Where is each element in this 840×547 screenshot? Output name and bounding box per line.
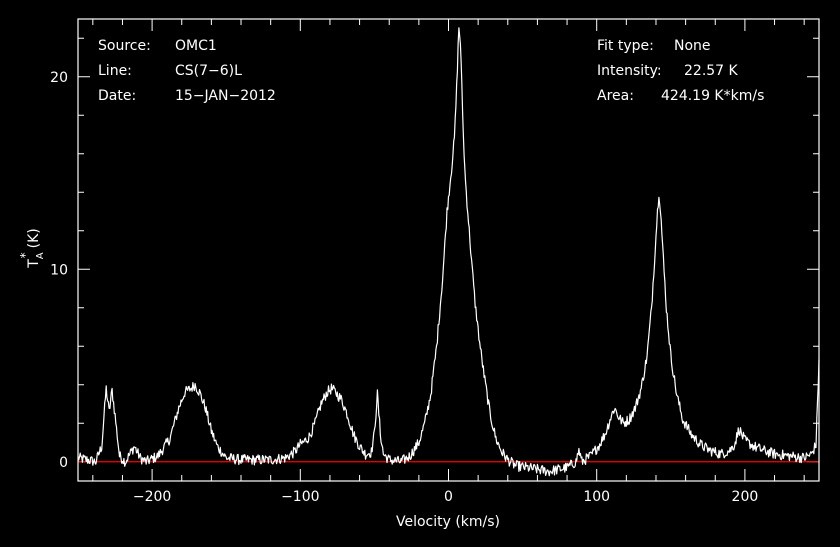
source-value: OMC1 [175,38,217,54]
source-label: Source: [98,38,151,54]
y-axis-label: TA* (K) [18,228,46,269]
x-tick-label: −100 [281,489,319,505]
x-tick-label: 0 [444,489,453,505]
intensity-label: Intensity: [597,63,662,79]
x-tick-label: −200 [133,489,171,505]
spectrum-series-line [77,27,820,477]
y-axis-label-main: T [26,259,42,269]
plot-frame [77,18,820,482]
area-label: Area: [597,88,634,104]
x-axis-label: Velocity (km/s) [396,514,500,530]
area-value: 424.19 K*km/s [661,88,764,104]
date-value: 15−JAN−2012 [175,88,276,104]
axis-tick-labels: −200 −100 0 100 200 0 10 20 [50,70,758,505]
x-tick-label: 200 [732,489,759,505]
y-axis-label-unit: (K) [26,228,42,248]
line-label: Line: [98,63,132,79]
y-tick-label: 10 [50,262,68,278]
y-tick-label: 20 [50,70,68,86]
y-axis-label-sub: A [35,252,46,259]
fit-type-value: None [674,38,711,54]
y-axis-label-sup: * [18,252,32,258]
fit-type-label: Fit type: [597,38,654,54]
y-tick-label: 0 [59,455,68,471]
line-value: CS(7−6)L [175,63,242,79]
x-tick-label: 100 [583,489,610,505]
date-label: Date: [98,88,136,104]
intensity-value: 22.57 K [684,63,739,79]
